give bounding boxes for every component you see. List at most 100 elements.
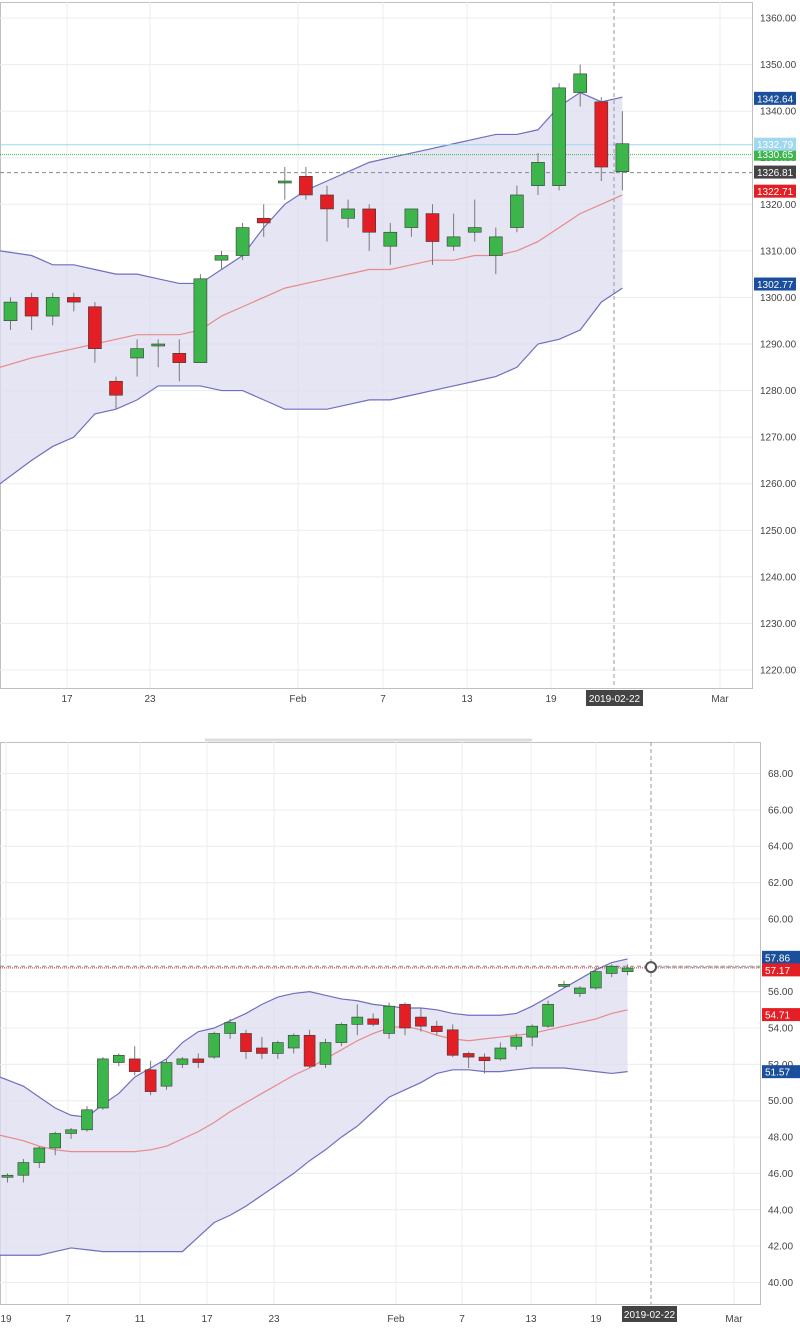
candle-body (494, 1047, 507, 1060)
candle[interactable] (341, 199, 355, 228)
candle[interactable] (446, 213, 461, 251)
candle[interactable] (351, 1004, 364, 1036)
candle[interactable] (49, 1131, 62, 1156)
candle[interactable] (17, 1158, 30, 1183)
candle[interactable] (45, 292, 60, 326)
candle[interactable] (399, 1002, 411, 1036)
x-tick-label: 7 (380, 694, 386, 705)
candle[interactable] (24, 292, 39, 331)
candle[interactable] (176, 1057, 189, 1068)
candle[interactable] (151, 339, 165, 368)
candle[interactable] (467, 199, 482, 242)
candle-body (573, 73, 588, 93)
candle[interactable] (531, 153, 545, 195)
candle[interactable] (299, 167, 313, 200)
price-tag (754, 277, 796, 291)
candle[interactable] (404, 208, 419, 237)
price-tag (754, 165, 796, 179)
candle[interactable] (510, 1033, 523, 1050)
candle[interactable] (621, 964, 634, 976)
y-tick-label: 1270.00 (760, 433, 797, 444)
bollinger-upper-line (0, 91, 623, 285)
candle[interactable] (235, 222, 250, 261)
candle[interactable] (277, 167, 292, 200)
candle[interactable] (172, 339, 187, 382)
candle[interactable] (320, 185, 334, 242)
x-tick-label: Feb (289, 694, 307, 705)
price-tag-label: 1322.71 (757, 187, 794, 198)
candle[interactable] (287, 1033, 300, 1054)
candle[interactable] (81, 1106, 93, 1132)
candle[interactable] (256, 204, 271, 237)
x-tick-label: 23 (268, 1314, 280, 1325)
candle-body (287, 1034, 300, 1049)
candle-body (24, 297, 39, 317)
moving-average-line (0, 1009, 628, 1153)
price-tag (754, 184, 796, 198)
price-tag-label: 1332.79 (757, 140, 794, 151)
candle[interactable] (88, 302, 102, 363)
bollinger-band-fill (0, 92, 623, 484)
candle[interactable] (208, 1031, 220, 1059)
candle[interactable] (415, 1008, 427, 1032)
candle[interactable] (97, 1057, 109, 1110)
candle[interactable] (303, 1029, 316, 1068)
candle[interactable] (67, 292, 81, 312)
candle[interactable] (446, 1024, 459, 1058)
candle[interactable] (383, 1002, 395, 1039)
candle-body (351, 1016, 364, 1025)
candle[interactable] (510, 185, 524, 233)
candle[interactable] (113, 1053, 125, 1067)
candle[interactable] (33, 1146, 46, 1168)
candle[interactable] (558, 980, 570, 989)
candle-body (367, 1018, 380, 1025)
candle[interactable] (193, 274, 208, 363)
y-tick-label: 64.00 (768, 842, 793, 853)
candle[interactable] (462, 1051, 475, 1068)
candle[interactable] (430, 1020, 443, 1036)
candle[interactable] (3, 297, 18, 331)
candle[interactable] (383, 222, 398, 265)
candle[interactable] (144, 1060, 157, 1096)
candle[interactable] (573, 64, 588, 107)
candle[interactable] (526, 1024, 539, 1047)
candle-body (383, 1005, 395, 1034)
candle-body (399, 1004, 411, 1029)
candle[interactable] (1, 1173, 14, 1183)
candle[interactable] (425, 204, 440, 265)
y-tick-label: 54.00 (768, 1024, 793, 1035)
candle[interactable] (319, 1038, 332, 1068)
candle[interactable] (224, 1018, 236, 1039)
candle[interactable] (605, 964, 618, 978)
candle[interactable] (256, 1037, 268, 1059)
candle[interactable] (552, 83, 566, 191)
candle-body (510, 194, 524, 228)
candle-body (320, 194, 334, 210)
candle[interactable] (574, 986, 586, 998)
candle[interactable] (271, 1040, 284, 1059)
candle[interactable] (542, 1000, 554, 1028)
candle[interactable] (160, 1058, 173, 1090)
candle[interactable] (335, 1022, 348, 1047)
candlestick-chart-2[interactable]: 40.0042.0044.0046.0048.0050.0052.0054.00… (0, 738, 800, 1331)
candle[interactable] (362, 204, 377, 251)
candlestick-chart-1[interactable]: 1220.00 1230.00 1240.00 1250.00 1260.00 1270.… (0, 0, 800, 708)
candle-body (594, 101, 609, 168)
candle[interactable] (109, 376, 123, 410)
candle[interactable] (65, 1127, 77, 1139)
candles (3, 64, 630, 410)
candle[interactable] (615, 111, 630, 191)
candle[interactable] (367, 1013, 380, 1027)
candle[interactable] (128, 1046, 141, 1076)
candle[interactable] (192, 1053, 205, 1068)
candle[interactable] (488, 227, 503, 275)
candle[interactable] (240, 1029, 252, 1059)
price-tag-label: 1302.77 (757, 280, 794, 291)
candle[interactable] (594, 97, 609, 181)
crosshair-marker[interactable] (645, 961, 657, 974)
candle[interactable] (214, 250, 229, 270)
candle[interactable] (130, 339, 144, 377)
candle[interactable] (589, 968, 602, 990)
candle[interactable] (494, 1042, 507, 1061)
candle[interactable] (478, 1053, 491, 1074)
